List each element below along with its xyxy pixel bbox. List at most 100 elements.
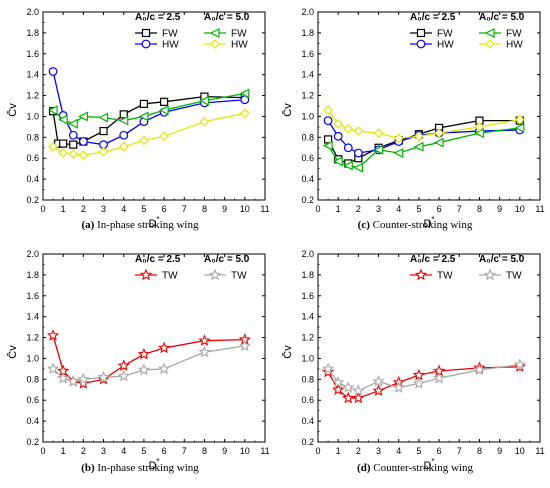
legend-header: A₀/c = 2.5: [135, 254, 181, 265]
data-point: [139, 135, 149, 146]
x-tick-label: 3: [376, 204, 381, 214]
data-point: [323, 105, 333, 116]
y-tick-label: 0.6: [26, 395, 39, 405]
y-tick-label: 0.4: [26, 174, 39, 184]
data-point: [117, 369, 130, 382]
chart-panel-0: 0 1 2 3 4 5 6 7 8 9 10 11 0.2 0.4 0.6 0.8 1.0 1.2 1.4 1.6 1.…: [6, 7, 269, 231]
data-point: [98, 147, 109, 157]
legend-label: TW: [437, 271, 453, 282]
legend-marker: [210, 39, 220, 49]
data-point: [322, 140, 333, 151]
data-point: [58, 148, 69, 158]
data-point: [137, 347, 151, 360]
y-tick-label: 1.2: [301, 333, 314, 343]
data-point: [67, 118, 78, 129]
x-axis-label: D*: [148, 215, 159, 230]
x-tick-label: 2: [81, 446, 86, 456]
y-tick-label: 1.4: [301, 70, 314, 80]
x-tick-label: 11: [535, 204, 544, 214]
data-point: [372, 374, 385, 387]
y-tick-label: 1.6: [26, 291, 39, 301]
legend-marker: [416, 39, 426, 49]
legend-label: HW: [162, 40, 179, 51]
data-point: [393, 133, 404, 144]
data-point: [393, 148, 404, 158]
legend-label: TW: [231, 271, 247, 282]
y-tick-label: 0.8: [301, 374, 314, 384]
y-tick-label: 1.6: [301, 49, 314, 59]
y-tick-label: 0.2: [301, 437, 314, 447]
data-point: [353, 126, 364, 136]
y-tick-label: 0.2: [26, 437, 39, 447]
y-tick-label: 1.4: [26, 70, 39, 80]
plot-frame: [317, 253, 541, 443]
legend-marker: [484, 28, 495, 38]
x-tick-label: 5: [416, 446, 421, 456]
data-point: [198, 345, 211, 358]
y-tick-label: 2.0: [26, 7, 39, 17]
legend-header: A₀/c = 5.0: [479, 254, 525, 265]
legend-marker: [141, 39, 151, 49]
x-tick-label: 6: [437, 446, 442, 456]
x-tick-label: 3: [101, 446, 106, 456]
data-point: [342, 160, 353, 171]
x-tick-label: 6: [162, 204, 167, 214]
y-tick-label: 2.0: [26, 249, 39, 259]
x-tick-label: 8: [477, 446, 482, 456]
x-tick-label: 4: [121, 446, 126, 456]
data-point: [332, 376, 345, 388]
data-point: [239, 108, 250, 119]
y-tick-label: 0.6: [301, 153, 314, 163]
caption: (d) Counter-stroking wing: [357, 462, 473, 474]
x-tick-label: 2: [356, 446, 361, 456]
caption: (c) Counter-stroking wing: [358, 219, 473, 231]
series-1: [48, 67, 250, 150]
y-tick-label: 1.8: [26, 270, 39, 280]
data-point: [323, 135, 333, 144]
legend-label: HW: [437, 40, 454, 51]
data-point: [238, 339, 251, 352]
data-point: [333, 131, 343, 141]
x-tick-label: 4: [121, 204, 126, 214]
y-tick-label: 2.0: [301, 249, 314, 259]
x-axis-label: D*: [423, 457, 434, 472]
data-point: [434, 128, 444, 139]
x-tick-label: 2: [81, 204, 86, 214]
legend-label: TW: [506, 271, 522, 282]
data-point: [343, 124, 354, 134]
caption: (a) In-phase stroking wing: [81, 219, 199, 231]
y-axis-label: C̄v: [6, 345, 19, 359]
y-tick-label: 0.4: [301, 174, 314, 184]
data-point: [199, 95, 210, 106]
data-point: [117, 359, 130, 371]
x-tick-label: 1: [336, 204, 341, 214]
data-point: [59, 139, 68, 148]
x-tick-label: 8: [477, 204, 482, 214]
data-point: [137, 363, 151, 376]
data-point: [432, 371, 446, 384]
data-point: [473, 363, 486, 376]
x-tick-label: 10: [240, 446, 250, 456]
data-point: [373, 128, 384, 139]
series-line: [327, 364, 520, 392]
data-point: [412, 377, 426, 389]
legend-header: A₀/c = 5.0: [204, 12, 250, 23]
series-line: [327, 109, 520, 140]
series-3: [323, 105, 525, 144]
data-point: [119, 110, 128, 119]
y-tick-label: 1.6: [301, 291, 314, 301]
x-axis-label: D*: [423, 215, 434, 230]
data-point: [118, 141, 129, 152]
data-point: [159, 97, 169, 106]
data-point: [342, 381, 355, 393]
data-point: [199, 116, 210, 127]
data-point: [98, 112, 109, 123]
data-point: [159, 131, 169, 142]
x-tick-label: 7: [457, 446, 462, 456]
data-point: [372, 384, 385, 397]
y-tick-label: 1.6: [26, 49, 39, 59]
x-tick-label: 5: [141, 204, 146, 214]
y-tick-label: 1.0: [301, 353, 314, 363]
data-point: [513, 358, 526, 370]
data-point: [321, 362, 335, 375]
